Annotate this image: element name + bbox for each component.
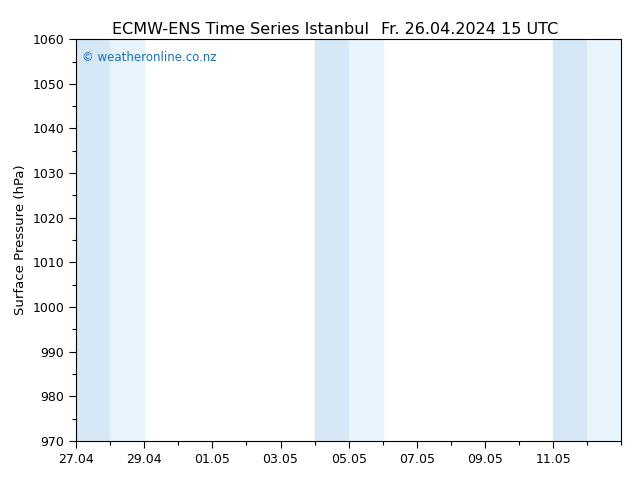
Bar (76, 39, 110, 441)
Text: ECMW-ENS Time Series Istanbul: ECMW-ENS Time Series Istanbul (112, 22, 370, 37)
Bar (553, 39, 587, 441)
Bar (314, 39, 349, 441)
Bar (349, 39, 383, 441)
Title: ECMW-ENS Time Series Istanbul      Fr. 26.04.2024 15 UTC: ECMW-ENS Time Series Istanbul Fr. 26.04.… (0, 489, 1, 490)
Text: Fr. 26.04.2024 15 UTC: Fr. 26.04.2024 15 UTC (380, 22, 558, 37)
Text: © weatheronline.co.nz: © weatheronline.co.nz (82, 51, 216, 64)
Y-axis label: Surface Pressure (hPa): Surface Pressure (hPa) (14, 165, 27, 316)
Bar (110, 39, 144, 441)
Bar (587, 39, 621, 441)
